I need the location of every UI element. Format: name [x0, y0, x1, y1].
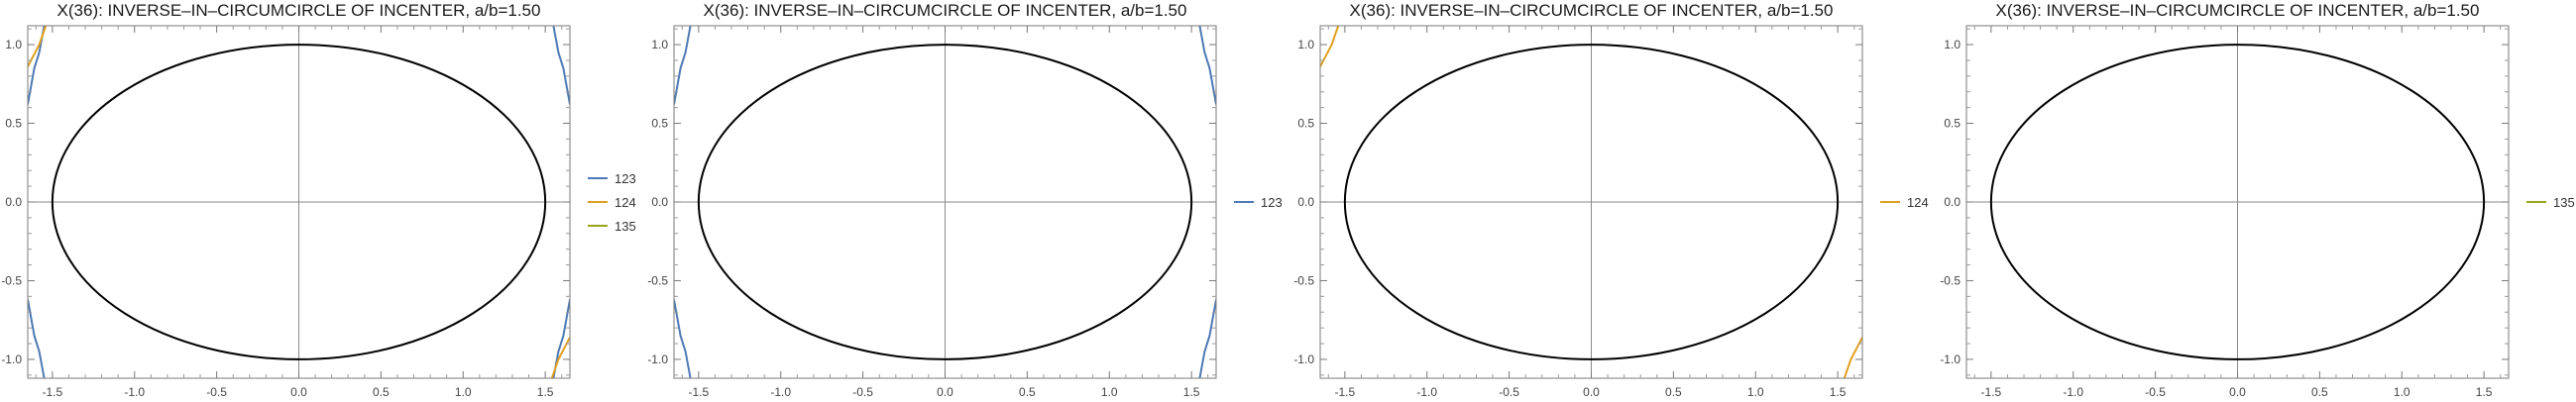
y-tick-label: -0.5 — [1, 273, 22, 287]
y-tick-label: 0.5 — [1944, 117, 1960, 131]
ellipse-curve — [697, 44, 1193, 360]
x-tick-label: 1.0 — [455, 385, 472, 399]
y-tick-label: 0.0 — [1944, 195, 1960, 209]
chart-2: X(36): INVERSE–IN–CIRCUMCIRCLE OF INCENT… — [647, 1, 1282, 399]
x-tick-label: 1.0 — [1747, 385, 1764, 399]
legend-label-124: 124 — [615, 195, 636, 210]
chart-title: X(36): INVERSE–IN–CIRCUMCIRCLE OF INCENT… — [1996, 1, 2480, 20]
series-123-curve — [552, 26, 570, 105]
x-tick-label: -1.5 — [1335, 385, 1356, 399]
x-tick-label: 0.5 — [1019, 385, 1036, 399]
x-tick-label: 1.5 — [1183, 385, 1200, 399]
y-tick-label: 0.0 — [5, 195, 22, 209]
legend-label-135: 135 — [615, 219, 636, 234]
legend-label-123: 123 — [1261, 195, 1283, 210]
y-tick-label: -1.0 — [1, 352, 22, 366]
y-tick-label: -0.5 — [1940, 273, 1960, 287]
x-tick-label: 0.0 — [2229, 385, 2246, 399]
x-tick-label: -1.5 — [1981, 385, 2002, 399]
series-123-curve — [1198, 26, 1216, 105]
y-tick-label: -0.5 — [647, 273, 668, 287]
chart-title: X(36): INVERSE–IN–CIRCUMCIRCLE OF INCENT… — [1350, 1, 1834, 20]
x-tick-label: -0.5 — [2145, 385, 2166, 399]
x-tick-label: 0.5 — [373, 385, 390, 399]
x-tick-label: -0.5 — [852, 385, 873, 399]
y-tick-label: -1.0 — [1940, 352, 1960, 366]
y-tick-label: 1.0 — [1297, 38, 1314, 51]
chart-1: X(36): INVERSE–IN–CIRCUMCIRCLE OF INCENT… — [1, 1, 635, 399]
y-tick-label: 0.0 — [1297, 195, 1314, 209]
x-tick-label: -0.5 — [1499, 385, 1519, 399]
series-group — [28, 26, 570, 378]
series-123-curve — [28, 299, 46, 378]
x-tick-label: -0.5 — [206, 385, 227, 399]
ellipse-curve — [51, 44, 547, 360]
chart-title: X(36): INVERSE–IN–CIRCUMCIRCLE OF INCENT… — [57, 1, 541, 20]
series-123-curve — [1198, 299, 1216, 378]
series-124-curve — [1843, 337, 1862, 378]
x-tick-label: -1.5 — [689, 385, 710, 399]
series-124-curve — [28, 26, 48, 67]
x-tick-label: -1.0 — [770, 385, 791, 399]
y-tick-label: -0.5 — [1293, 273, 1314, 287]
y-tick-label: 1.0 — [5, 38, 22, 51]
ellipse-curve — [1989, 44, 2486, 360]
x-tick-label: -1.5 — [43, 385, 63, 399]
y-tick-label: 0.5 — [1297, 117, 1314, 131]
x-tick-label: 1.5 — [2476, 385, 2493, 399]
y-tick-label: 0.5 — [5, 117, 22, 131]
x-tick-label: 1.0 — [2394, 385, 2410, 399]
y-tick-label: -1.0 — [1293, 352, 1314, 366]
y-tick-label: -1.0 — [647, 352, 668, 366]
x-tick-label: -1.0 — [1416, 385, 1437, 399]
ellipse-curve — [1343, 44, 1840, 360]
y-tick-label: 1.0 — [651, 38, 668, 51]
x-tick-label: -1.0 — [124, 385, 145, 399]
x-tick-label: 0.0 — [290, 385, 307, 399]
y-tick-label: 0.0 — [651, 195, 668, 209]
series-124-curve — [550, 337, 570, 378]
x-tick-label: 1.5 — [537, 385, 554, 399]
chart-4: X(36): INVERSE–IN–CIRCUMCIRCLE OF INCENT… — [1940, 1, 2574, 399]
x-tick-label: 0.0 — [937, 385, 953, 399]
legend-label-124: 124 — [1907, 195, 1929, 210]
series-group — [1320, 26, 1862, 378]
x-tick-label: -1.0 — [2063, 385, 2083, 399]
chart-3: X(36): INVERSE–IN–CIRCUMCIRCLE OF INCENT… — [1293, 1, 1928, 399]
legend-label-123: 123 — [615, 171, 636, 186]
y-tick-label: 0.5 — [651, 117, 668, 131]
legend-label-135: 135 — [2553, 195, 2575, 210]
x-tick-label: 0.5 — [2311, 385, 2328, 399]
x-tick-label: 0.5 — [1665, 385, 1682, 399]
series-123-curve — [674, 299, 692, 378]
series-123-curve — [674, 26, 692, 105]
series-group — [674, 26, 1216, 378]
series-124-curve — [1320, 26, 1340, 67]
x-tick-label: 1.5 — [1830, 385, 1847, 399]
x-tick-label: 1.0 — [1101, 385, 1118, 399]
x-tick-label: 0.0 — [1583, 385, 1600, 399]
y-tick-label: 1.0 — [1944, 38, 1960, 51]
chart-title: X(36): INVERSE–IN–CIRCUMCIRCLE OF INCENT… — [704, 1, 1187, 20]
